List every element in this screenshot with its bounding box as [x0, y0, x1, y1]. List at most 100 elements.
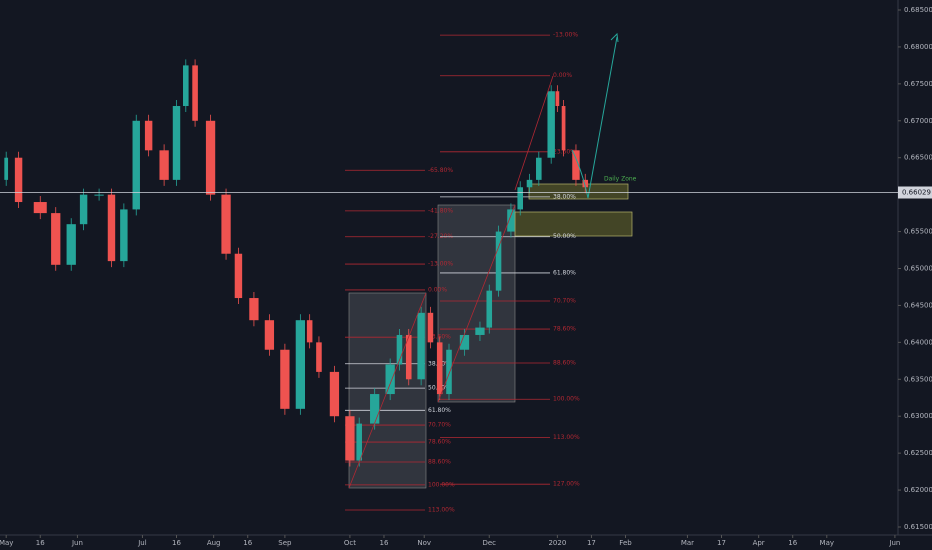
candle-body — [249, 298, 259, 321]
candle-body — [51, 213, 61, 265]
x-tick-label: Dec — [482, 539, 496, 547]
y-tick-label: 0.67000 — [904, 117, 932, 125]
fib-label: -41.80% — [428, 207, 453, 214]
x-tick-label: 16 — [380, 539, 389, 547]
fib-label: 100.00% — [553, 396, 580, 403]
trend-line — [348, 292, 427, 489]
candle-body — [316, 342, 322, 372]
x-tick-label: Mar — [681, 539, 694, 547]
candle-body — [107, 194, 116, 262]
x-tick-label: Jun — [71, 539, 83, 547]
candle-body — [329, 371, 340, 417]
zone-label: Daily Zone — [604, 176, 637, 183]
fib-label: -13.00% — [428, 261, 453, 268]
candle-body — [33, 202, 47, 214]
candle-body — [370, 394, 380, 424]
fib-label: 61.80% — [553, 269, 576, 276]
candle-body — [405, 334, 412, 380]
fib-label: 0.00% — [553, 72, 572, 79]
x-tick-label: 2020 — [548, 539, 566, 547]
x-tick-label: 16 — [172, 539, 181, 547]
candle-body — [234, 253, 243, 299]
fib-label: 88.60% — [428, 459, 451, 466]
candle-body — [264, 320, 275, 350]
candle-body — [517, 187, 524, 210]
y-tick-label: 0.62000 — [904, 486, 932, 494]
candle-body — [120, 209, 128, 262]
y-tick-label: 0.64000 — [904, 338, 932, 346]
candle-body — [561, 106, 566, 151]
candle-body — [4, 157, 9, 180]
x-tick-label: 16 — [788, 539, 797, 547]
fib-label: 50.00% — [553, 233, 576, 240]
x-tick-label: Apr — [753, 539, 765, 547]
fib-label: 113.00% — [428, 507, 455, 514]
x-tick-label: Sep — [278, 539, 292, 547]
y-tick-label: 0.64500 — [904, 301, 932, 309]
last-price-tag — [898, 186, 932, 199]
plot: -65.80%-41.80%-27.20%-13.00%0.00%23.60%3… — [4, 32, 589, 514]
x-tick-label: May — [820, 539, 834, 547]
y-tick-label: 0.61500 — [904, 523, 932, 531]
candle-body — [427, 312, 434, 343]
y-tick-label: 0.67500 — [904, 80, 932, 88]
x-tick-label: Aug — [207, 539, 221, 547]
candle-body — [459, 334, 470, 350]
y-tick-label: 0.63000 — [904, 412, 932, 420]
x-tick-label: Jun — [888, 539, 900, 547]
fib-label: 78.60% — [553, 326, 576, 333]
y-tick-label: 0.66500 — [904, 154, 932, 162]
y-tick-label: 0.65000 — [904, 265, 932, 273]
x-tick-label: Oct — [344, 539, 356, 547]
fib-label: 70.70% — [428, 422, 451, 429]
candle-body — [306, 320, 313, 343]
candle-body — [396, 334, 403, 365]
candle-body — [66, 224, 76, 265]
candle-body — [536, 157, 542, 180]
candle-body — [79, 194, 88, 225]
candle-body — [385, 364, 395, 395]
candle-body — [159, 150, 169, 180]
x-tick-label: May — [0, 539, 13, 547]
last-price-label: 0.66029 — [902, 189, 931, 197]
candle-body — [14, 157, 23, 203]
y-tick-label: 0.63500 — [904, 375, 932, 383]
arrow-head — [610, 32, 619, 43]
candle-body — [547, 91, 555, 158]
x-tick-label: Nov — [417, 539, 431, 547]
candle-body — [221, 194, 231, 254]
candle-body — [436, 342, 443, 395]
x-tick-label: Jul — [137, 539, 147, 547]
candle-body — [495, 231, 502, 291]
projection-arrow — [571, 36, 618, 199]
candle-body — [172, 106, 181, 180]
x-tick-label: 16 — [36, 539, 45, 547]
x-tick-label: 16 — [243, 539, 252, 547]
fib-label: -65.80% — [428, 167, 453, 174]
candle-body — [345, 416, 355, 461]
zone-box — [514, 211, 633, 237]
candle-body — [132, 120, 140, 210]
candle-body — [582, 179, 589, 188]
y-tick-label: 0.62500 — [904, 449, 932, 457]
candle-body — [526, 179, 533, 188]
fib-label: 113.00% — [553, 434, 580, 441]
y-tick-label: 0.68500 — [904, 6, 932, 14]
fib-label: 0.00% — [428, 286, 447, 293]
candle-body — [356, 423, 362, 461]
candle-body — [507, 209, 515, 232]
fib-label: 23.60% — [553, 148, 576, 155]
candle-body — [280, 349, 290, 409]
x-tick-label: 17 — [587, 539, 596, 547]
candle-body — [295, 320, 306, 409]
x-tick-label: 17 — [717, 539, 726, 547]
candle-body — [446, 349, 452, 395]
fib-label: 78.60% — [428, 439, 451, 446]
candle-body — [572, 150, 580, 180]
candle-body — [144, 120, 153, 151]
fib-label: -13.00% — [553, 32, 578, 39]
x-tick-label: Feb — [619, 539, 632, 547]
candle-body — [183, 65, 189, 107]
